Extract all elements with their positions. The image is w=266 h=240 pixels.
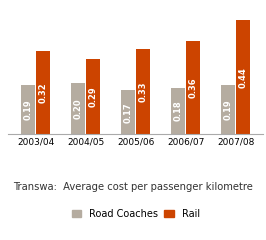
Text: 0.18: 0.18: [174, 101, 183, 121]
Text: 0.17: 0.17: [124, 102, 133, 123]
Bar: [171, 88, 185, 134]
Legend: Road Coaches, Rail: Road Coaches, Rail: [68, 205, 203, 223]
Text: 0.44: 0.44: [239, 67, 248, 88]
Bar: [36, 51, 50, 134]
Text: 0.20: 0.20: [74, 98, 82, 119]
Text: 0.33: 0.33: [139, 81, 148, 102]
Text: 0.29: 0.29: [89, 86, 98, 107]
Bar: [221, 85, 235, 134]
Bar: [21, 85, 35, 134]
Text: 0.19: 0.19: [224, 99, 233, 120]
Text: 0.32: 0.32: [39, 83, 48, 103]
Text: 0.36: 0.36: [189, 78, 198, 98]
Text: 0.19: 0.19: [23, 99, 32, 120]
Text: Transwa:  Average cost per passenger kilometre: Transwa: Average cost per passenger kilo…: [13, 182, 253, 192]
Bar: [121, 90, 135, 134]
Bar: [86, 59, 100, 134]
Bar: [236, 20, 250, 134]
Bar: [186, 41, 200, 134]
Bar: [136, 49, 150, 134]
Bar: [71, 83, 85, 134]
